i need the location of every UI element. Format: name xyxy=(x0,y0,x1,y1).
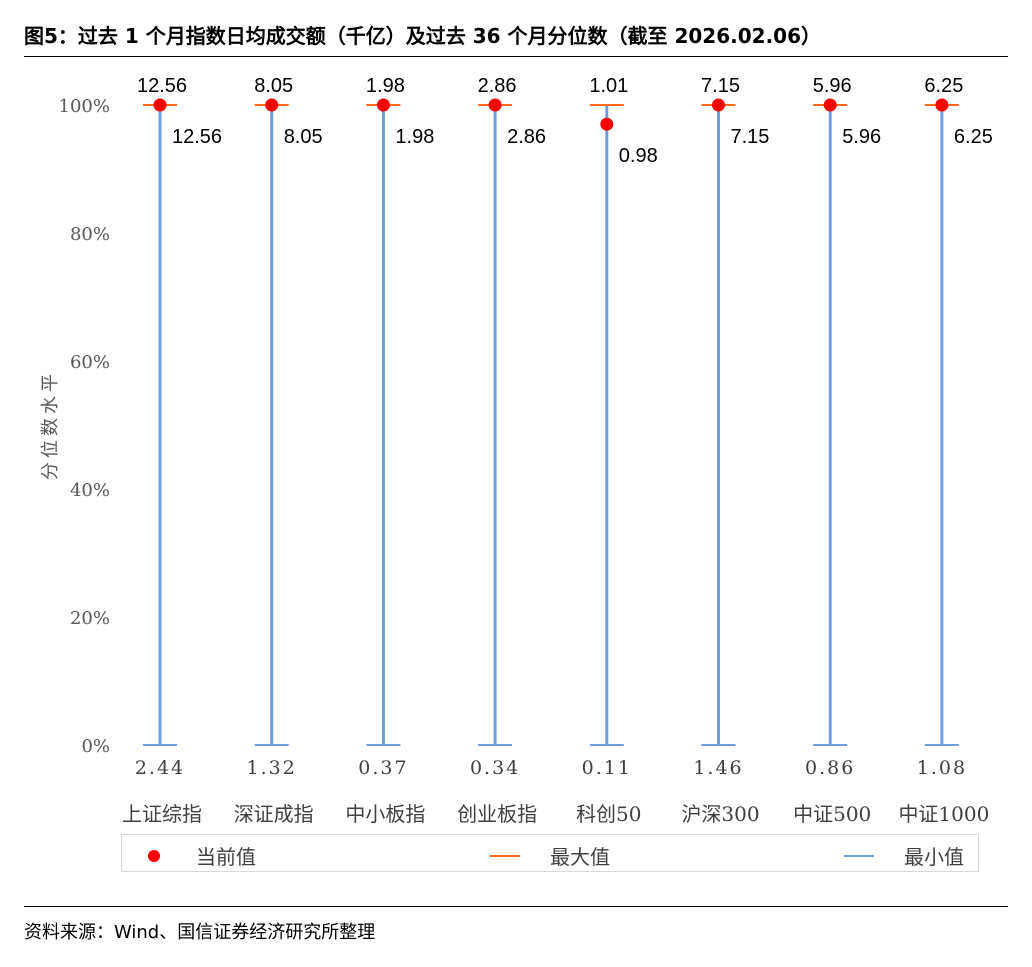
y-tick-label: 100% xyxy=(59,96,110,117)
max-value-label: 1.98 xyxy=(366,75,405,97)
max-value-label: 2.86 xyxy=(478,75,517,97)
y-tick-label: 80% xyxy=(70,224,110,245)
current-point xyxy=(376,98,390,112)
min-value-label: 0.86 xyxy=(805,757,855,779)
current-point xyxy=(712,98,725,112)
y-axis-title: 分位数水平 xyxy=(40,370,61,480)
category-label: 创业板指 xyxy=(457,802,537,826)
max-value-label: 5.96 xyxy=(813,75,852,97)
current-point xyxy=(153,98,167,112)
legend-label-min: 最小值 xyxy=(904,845,964,869)
current-value-label: 8.05 xyxy=(284,126,323,148)
current-value-label: 12.56 xyxy=(172,126,222,148)
min-value-label: 0.37 xyxy=(358,757,408,779)
chart-title: 图5：过去 1 个月指数日均成交额（千亿）及过去 36 个月分位数（截至 202… xyxy=(24,24,822,48)
current-point xyxy=(823,98,837,112)
legend-label-current: 当前值 xyxy=(196,845,256,869)
current-point xyxy=(265,98,279,112)
current-value-label: 5.96 xyxy=(842,126,881,148)
max-value-label: 7.15 xyxy=(701,75,740,97)
max-value-label: 8.05 xyxy=(254,75,293,97)
current-point xyxy=(600,117,614,131)
legend-item-min: 最小值 xyxy=(844,841,964,870)
current-point xyxy=(935,98,949,112)
current-value-label: 7.15 xyxy=(731,126,770,148)
y-tick-label: 0% xyxy=(81,736,110,757)
current-value-label: 0.98 xyxy=(619,145,658,167)
category-label: 深证成指 xyxy=(234,802,314,826)
max-value-label: 6.25 xyxy=(924,75,963,97)
min-value-label: 1.32 xyxy=(247,757,297,779)
y-tick-label: 20% xyxy=(70,608,110,629)
source-note: 资料来源：Wind、国信证券经济研究所整理 xyxy=(24,922,376,943)
min-value-label: 2.44 xyxy=(135,757,185,779)
min-value-label: 0.11 xyxy=(582,757,632,779)
category-label: 科创50 xyxy=(576,802,641,826)
max-value-label: 12.56 xyxy=(137,75,187,97)
category-label: 中小板指 xyxy=(345,802,425,826)
current-value-label: 2.86 xyxy=(507,126,546,148)
legend-item-current: 当前值 xyxy=(148,841,256,870)
y-tick-label: 60% xyxy=(70,352,110,373)
legend-dot-icon xyxy=(148,849,160,862)
min-value-label: 1.46 xyxy=(693,757,743,779)
y-tick-label: 40% xyxy=(70,480,110,501)
max-value-label: 1.01 xyxy=(589,75,628,97)
min-value-label: 1.08 xyxy=(917,757,967,779)
current-point xyxy=(488,98,502,112)
category-label: 中证500 xyxy=(793,802,871,826)
current-value-label: 1.98 xyxy=(395,126,434,148)
category-label: 沪深300 xyxy=(681,802,759,826)
title-divider xyxy=(24,56,1008,57)
category-label: 上证综指 xyxy=(122,802,202,826)
source-divider xyxy=(24,906,1008,907)
legend-item-max: 最大值 xyxy=(490,841,610,870)
chart-legend: 当前值 最大值 最小值 xyxy=(121,834,979,872)
legend-label-max: 最大值 xyxy=(550,845,610,869)
category-label: 中证1000 xyxy=(898,802,989,826)
chart-plot: 0% 20% 40% 60% 80% 100% 分位数水平 12.56 12.56 2.44 上证综… xyxy=(40,75,993,826)
current-value-label: 6.25 xyxy=(954,126,993,148)
legend-line-min-icon xyxy=(844,854,874,857)
legend-line-max-icon xyxy=(490,854,520,857)
min-value-label: 0.34 xyxy=(470,757,520,779)
